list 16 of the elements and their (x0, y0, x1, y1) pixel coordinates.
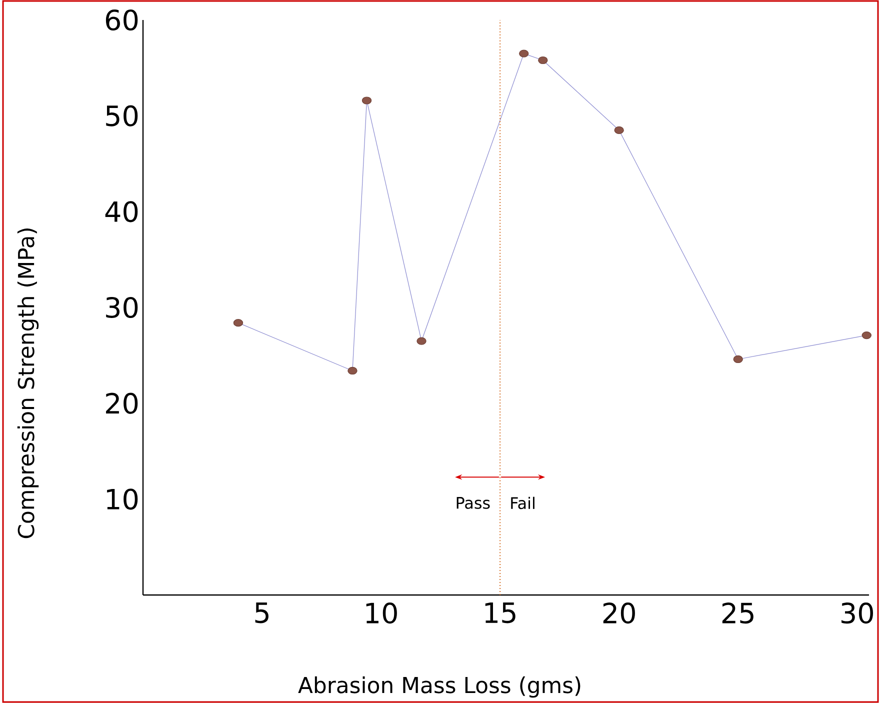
x-tick-label: 5 (255, 602, 268, 624)
x-axis-title: Abrasion Mass Loss (gms) (298, 676, 580, 698)
annotation: Fail (511, 496, 534, 510)
y-tick-label: 50 (106, 105, 138, 126)
x-tick-label: 10 (366, 602, 397, 624)
y-tick-label: 20 (106, 392, 138, 414)
y-tick-label: 10 (107, 488, 138, 510)
y-tick-label: 40 (105, 201, 138, 222)
annotation: Pass (456, 497, 490, 509)
y-tick-label: 30 (106, 296, 138, 318)
x-tick-label: 15 (485, 602, 516, 624)
x-tick-label: 30 (841, 602, 873, 624)
x-tick-label: 25 (722, 602, 754, 624)
x-tick-label: 20 (603, 602, 635, 624)
y-axis-title: Compression Strength (MPa) (17, 228, 39, 538)
y-tick-label: 60 (106, 9, 138, 31)
